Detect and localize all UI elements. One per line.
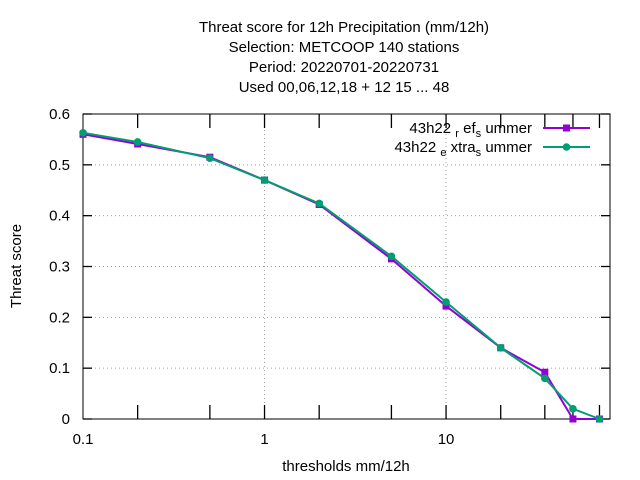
data-point xyxy=(569,415,577,423)
data-point xyxy=(442,298,450,306)
plot-frame xyxy=(82,113,611,420)
legend-marker xyxy=(563,124,570,132)
data-point xyxy=(496,344,505,352)
data-point xyxy=(595,415,604,423)
y-tick-label: 0.5 xyxy=(49,157,70,174)
data-point xyxy=(133,138,142,146)
y-tick-label: 0.4 xyxy=(49,208,70,225)
title-line: Used 00,06,12,18 + 12 15 ... 48 xyxy=(239,79,450,96)
title-line: Threat score for 12h Precipitation (mm/1… xyxy=(199,19,489,36)
y-tick-label: 0.6 xyxy=(49,106,70,123)
chart-title: Threat score for 12h Precipitation (mm/1… xyxy=(199,19,489,96)
y-tick-label: 0.1 xyxy=(49,360,70,377)
y-tick-label: 0.3 xyxy=(49,259,70,276)
x-tick-label: 10 xyxy=(438,431,455,448)
x-axis-label: thresholds mm/12h xyxy=(282,458,410,475)
legend-label: 43h22 e xtras ummer xyxy=(394,139,532,159)
data-point xyxy=(569,405,577,413)
title-line: Period: 20220701-20220731 xyxy=(249,59,439,76)
data-point xyxy=(541,368,549,376)
grid-lines xyxy=(83,114,610,419)
data-point xyxy=(260,176,269,184)
data-point xyxy=(387,252,396,261)
title-line: Selection: METCOOP 140 stations xyxy=(229,39,460,56)
data-point xyxy=(79,129,87,137)
series-line-43h22_extra_summer xyxy=(82,131,600,420)
data-point xyxy=(206,154,214,163)
y-axis-label: Threat score xyxy=(8,224,25,308)
data-point xyxy=(541,374,549,383)
x-tick-label: 0.1 xyxy=(73,431,94,448)
series-line-43h22_ref_summer xyxy=(82,133,600,420)
data-point xyxy=(315,199,323,208)
data-point xyxy=(442,302,450,310)
axis-ticks xyxy=(83,113,610,420)
y-tick-label: 0.2 xyxy=(49,309,70,326)
tick-labels: 00.10.20.30.40.50.60.1 1 10 xyxy=(49,106,454,448)
legend-label: 43h22 r efs ummer xyxy=(409,120,532,140)
data-series xyxy=(79,129,604,423)
x-tick-label: 1 xyxy=(260,431,268,448)
legend-marker xyxy=(562,143,571,151)
y-tick-label: 0 xyxy=(62,411,70,428)
